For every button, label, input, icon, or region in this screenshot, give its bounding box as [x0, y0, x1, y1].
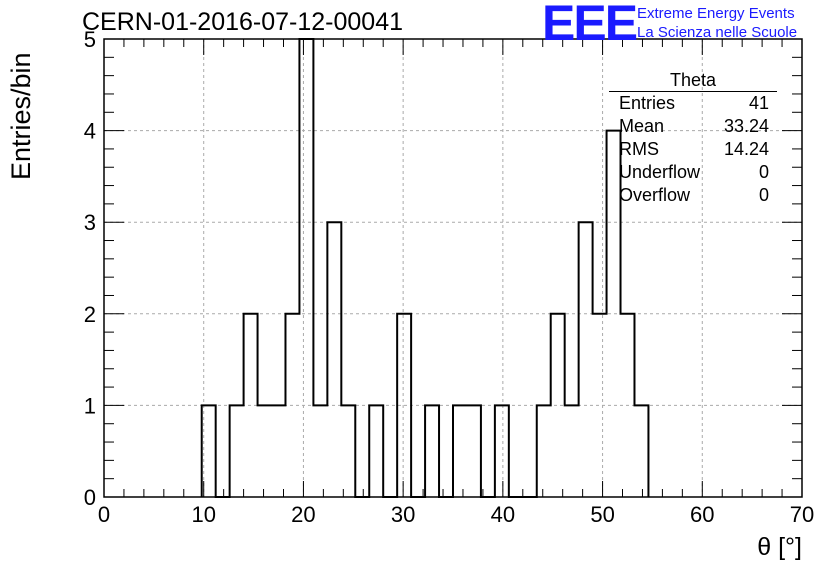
stats-label: Underflow	[619, 162, 701, 182]
x-tick-label: 20	[291, 502, 315, 527]
histogram-bin	[593, 314, 607, 497]
x-tick-label: 0	[98, 502, 110, 527]
stats-row-rms: RMS 14.24	[609, 138, 777, 161]
stats-row-underflow: Underflow 0	[609, 161, 777, 184]
x-tick-label: 10	[191, 502, 215, 527]
histogram-series	[200, 38, 650, 498]
stats-label: Overflow	[619, 185, 691, 205]
y-tick-label: 1	[84, 393, 96, 418]
x-tick-label: 70	[790, 502, 814, 527]
stats-label: RMS	[619, 139, 659, 159]
x-axis-label: θ [°]	[757, 533, 802, 561]
histogram-bin	[230, 405, 244, 497]
y-tick-label: 4	[84, 119, 96, 144]
y-axis-label: Entries/bin	[6, 52, 36, 180]
histogram-bin	[537, 405, 551, 497]
y-tick-label: 5	[84, 27, 96, 52]
histogram-bin	[369, 405, 383, 497]
stats-value: 0	[758, 162, 769, 182]
histogram-bin	[244, 314, 258, 497]
x-tick-label: 40	[491, 502, 515, 527]
histogram-bin	[202, 405, 216, 497]
stats-value: 41	[748, 93, 769, 113]
histogram-bin	[425, 405, 439, 497]
x-tick-label: 60	[690, 502, 714, 527]
stats-value: 14.24	[723, 139, 769, 159]
histogram-bin	[341, 405, 355, 497]
eee-logo: EEE	[542, 0, 638, 51]
histogram-bin	[579, 222, 593, 497]
histogram-bin	[495, 405, 509, 497]
stats-title: Theta	[609, 70, 777, 92]
histogram-bin	[313, 405, 327, 497]
y-tick-label: 0	[84, 485, 96, 510]
logo-line-1: Extreme Energy Events	[637, 5, 795, 22]
logo-text: Extreme Energy Events La Scienza nelle S…	[637, 4, 797, 42]
x-tick-label: 50	[590, 502, 614, 527]
y-tick-label: 3	[84, 210, 96, 235]
x-tick-label: 30	[391, 502, 415, 527]
y-tick-label: 2	[84, 302, 96, 327]
stats-value: 0	[758, 185, 769, 205]
histogram-bin	[453, 405, 467, 497]
histogram-bin	[565, 405, 579, 497]
stats-label: Mean	[619, 116, 665, 136]
histogram-bin	[634, 405, 648, 497]
histogram-bin	[397, 314, 411, 497]
histogram-bin	[285, 314, 299, 497]
stats-value: 33.24	[723, 116, 769, 136]
histogram-bin	[621, 314, 635, 497]
histogram-bin	[327, 222, 341, 497]
histogram-bin	[299, 39, 313, 497]
histogram-bin	[551, 314, 565, 497]
stats-row-mean: Mean 33.24	[609, 115, 777, 138]
chart-title: CERN-01-2016-07-12-00041	[82, 8, 404, 36]
logo-line-2: La Scienza nelle Scuole	[637, 24, 798, 41]
histogram-bin	[272, 405, 286, 497]
stats-label: Entries	[619, 93, 676, 113]
stats-row-overflow: Overflow 0	[609, 184, 777, 207]
tick-labels: 0 10 20 30 40 50 60 70 0 1 2 3 4 5	[84, 27, 814, 527]
plot-frame	[103, 38, 803, 498]
histogram-bin	[258, 405, 272, 497]
histogram-bin	[467, 405, 481, 497]
stats-row-entries: Entries 41	[609, 92, 777, 115]
stats-box: Theta Entries 41 Mean 33.24 RMS 14.24 Un…	[609, 70, 777, 207]
